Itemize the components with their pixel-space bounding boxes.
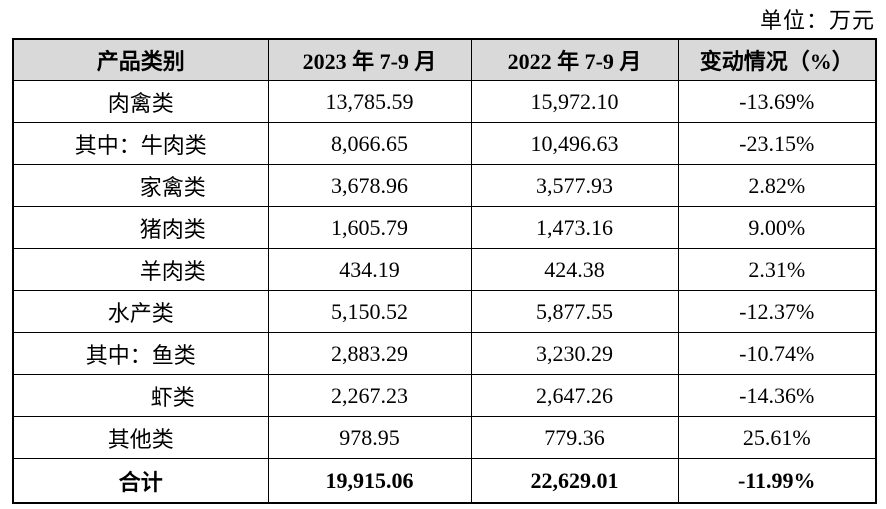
table-row: 家禽类 3,678.96 3,577.93 2.82% — [12, 164, 877, 207]
value-2022-cell: 779.36 — [470, 416, 679, 459]
value-2023-cell: 978.95 — [267, 416, 472, 459]
category-cell: 家禽类 — [12, 164, 269, 207]
table-row: 水产类 5,150.52 5,877.55 -12.37% — [12, 290, 877, 333]
value-2023-cell: 2,883.29 — [267, 332, 472, 375]
table-row: 虾类 2,267.23 2,647.26 -14.36% — [12, 374, 877, 417]
value-2023-cell: 8,066.65 — [267, 122, 472, 165]
table-row: 其他类 978.95 779.36 25.61% — [12, 416, 877, 459]
col-header-category: 产品类别 — [12, 38, 269, 81]
value-2023-cell: 1,605.79 — [267, 206, 472, 249]
value-2022-cell: 15,972.10 — [470, 80, 679, 123]
change-cell: 2.31% — [677, 248, 877, 291]
value-2022-cell: 3,230.29 — [470, 332, 679, 375]
change-cell: -12.37% — [677, 290, 877, 333]
category-cell: 虾类 — [12, 374, 269, 417]
table-row: 其中：鱼类 2,883.29 3,230.29 -10.74% — [12, 332, 877, 375]
table-row: 羊肉类 434.19 424.38 2.31% — [12, 248, 877, 291]
product-revenue-table: 产品类别 2023 年 7-9 月 2022 年 7-9 月 变动情况（%） 肉… — [12, 38, 877, 504]
value-2023-cell: 434.19 — [267, 248, 472, 291]
value-2023-cell: 13,785.59 — [267, 80, 472, 123]
value-2023-cell: 2,267.23 — [267, 374, 472, 417]
table-row-total: 合计 19,915.06 22,629.01 -11.99% — [12, 458, 877, 504]
category-cell: 水产类 — [12, 290, 269, 333]
value-2023-cell: 5,150.52 — [267, 290, 472, 333]
change-cell: -13.69% — [677, 80, 877, 123]
table-row: 猪肉类 1,605.79 1,473.16 9.00% — [12, 206, 877, 249]
value-2022-cell: 10,496.63 — [470, 122, 679, 165]
category-cell: 羊肉类 — [12, 248, 269, 291]
change-cell: 2.82% — [677, 164, 877, 207]
change-cell: -11.99% — [677, 458, 877, 504]
table-row: 肉禽类 13,785.59 15,972.10 -13.69% — [12, 80, 877, 123]
category-cell: 其中：鱼类 — [12, 332, 269, 375]
category-cell: 肉禽类 — [12, 80, 269, 123]
unit-label: 单位：万元 — [759, 8, 875, 33]
col-header-2023: 2023 年 7-9 月 — [267, 38, 472, 81]
change-cell: -14.36% — [677, 374, 877, 417]
change-cell: -23.15% — [677, 122, 877, 165]
header-row: 产品类别 2023 年 7-9 月 2022 年 7-9 月 变动情况（%） — [12, 38, 877, 81]
value-2023-cell: 3,678.96 — [267, 164, 472, 207]
col-header-change: 变动情况（%） — [677, 38, 877, 81]
value-2022-cell: 424.38 — [470, 248, 679, 291]
col-header-2022: 2022 年 7-9 月 — [470, 38, 679, 81]
change-cell: 9.00% — [677, 206, 877, 249]
value-2022-cell: 22,629.01 — [470, 458, 679, 504]
value-2023-cell: 19,915.06 — [267, 458, 472, 504]
value-2022-cell: 3,577.93 — [470, 164, 679, 207]
value-2022-cell: 2,647.26 — [470, 374, 679, 417]
category-cell: 其中：牛肉类 — [12, 122, 269, 165]
change-cell: -10.74% — [677, 332, 877, 375]
category-cell: 猪肉类 — [12, 206, 269, 249]
table-row: 其中：牛肉类 8,066.65 10,496.63 -23.15% — [12, 122, 877, 165]
value-2022-cell: 1,473.16 — [470, 206, 679, 249]
category-cell: 合计 — [12, 458, 269, 504]
category-cell: 其他类 — [12, 416, 269, 459]
value-2022-cell: 5,877.55 — [470, 290, 679, 333]
change-cell: 25.61% — [677, 416, 877, 459]
